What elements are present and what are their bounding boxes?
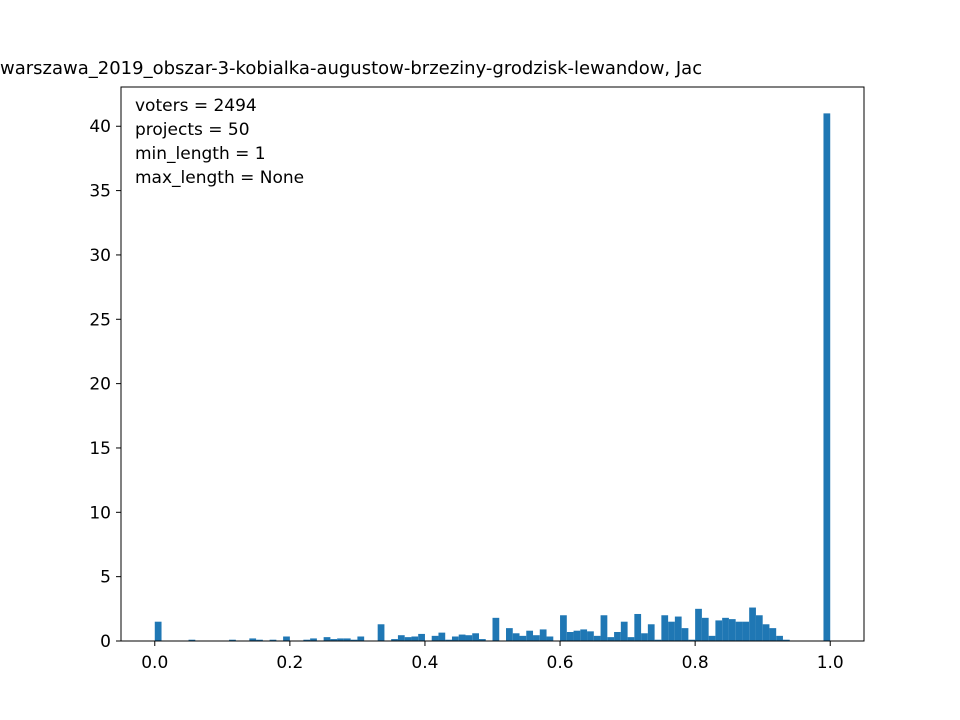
bar xyxy=(573,630,581,641)
y-tick-label: 40 xyxy=(89,117,111,137)
y-tick-label: 15 xyxy=(89,439,111,459)
y-tick-label: 35 xyxy=(89,182,111,202)
bar xyxy=(681,628,689,641)
bar xyxy=(647,624,655,641)
x-tick-label: 0.8 xyxy=(682,653,709,673)
annotation: projects = 50 xyxy=(135,120,250,140)
bar xyxy=(506,628,513,641)
bar xyxy=(546,636,554,641)
bar xyxy=(688,639,696,641)
axes-frame xyxy=(120,86,865,642)
bar xyxy=(715,620,723,641)
annotation: max_length = None xyxy=(135,168,304,188)
bar xyxy=(782,639,790,641)
bar xyxy=(283,636,290,641)
bar xyxy=(614,631,621,641)
bar xyxy=(478,639,486,641)
x-tick-label: 0.2 xyxy=(276,653,303,673)
bar xyxy=(742,621,750,641)
bar xyxy=(418,633,425,641)
bar xyxy=(708,635,716,641)
x-tick-label: 0.0 xyxy=(141,653,168,673)
bar xyxy=(377,624,385,641)
bar xyxy=(566,631,574,641)
bar xyxy=(472,633,479,641)
bar xyxy=(728,619,736,641)
bar xyxy=(769,628,777,641)
bar xyxy=(701,617,709,641)
annotation: voters = 2494 xyxy=(135,96,257,116)
bar xyxy=(512,633,520,641)
chart-title: warszawa_2019_obszar-3-kobialka-augustow… xyxy=(0,58,702,79)
bar xyxy=(600,615,608,641)
bar xyxy=(445,639,452,641)
bar xyxy=(539,629,547,641)
bar xyxy=(303,639,311,641)
bar xyxy=(526,630,534,641)
bar xyxy=(533,635,540,641)
y-tick-label: 5 xyxy=(100,568,111,588)
bar xyxy=(560,615,567,641)
x-tick-label: 1.0 xyxy=(817,653,844,673)
bar xyxy=(722,617,729,641)
bar xyxy=(749,607,756,641)
bar xyxy=(451,636,459,641)
bar xyxy=(620,621,628,641)
bar xyxy=(465,635,473,641)
bar xyxy=(607,637,615,641)
bar xyxy=(330,639,338,641)
bar xyxy=(519,635,527,641)
y-tick-label: 30 xyxy=(89,246,111,266)
bar xyxy=(627,637,635,641)
bar xyxy=(404,637,412,641)
bar xyxy=(661,615,669,641)
bar xyxy=(458,634,466,641)
bar xyxy=(438,632,446,641)
bar xyxy=(229,639,236,641)
bar xyxy=(668,621,675,641)
bar xyxy=(310,638,317,641)
y-tick-label: 0 xyxy=(100,632,111,652)
bar xyxy=(337,638,344,641)
bar xyxy=(674,616,682,641)
annotation: min_length = 1 xyxy=(135,144,266,164)
bar xyxy=(587,631,594,641)
bar xyxy=(269,639,277,641)
bar xyxy=(343,638,351,641)
x-tick-label: 0.4 xyxy=(411,653,438,673)
bar xyxy=(735,621,743,641)
bar xyxy=(593,635,601,641)
bar xyxy=(641,633,648,641)
bar xyxy=(154,621,162,641)
bar xyxy=(391,639,398,641)
y-tick-label: 20 xyxy=(89,375,111,395)
bar xyxy=(755,615,763,641)
bar xyxy=(188,639,196,641)
bar xyxy=(350,639,358,641)
bar xyxy=(256,639,263,641)
bar xyxy=(357,636,365,641)
x-tick-label: 0.6 xyxy=(547,653,574,673)
bar xyxy=(762,624,770,641)
y-tick-label: 10 xyxy=(89,503,111,523)
bar xyxy=(411,636,419,641)
bar xyxy=(634,613,642,641)
bar xyxy=(492,617,500,641)
bar xyxy=(431,635,439,641)
bar xyxy=(397,635,405,641)
bar xyxy=(823,113,831,641)
bar xyxy=(776,635,783,641)
bar xyxy=(580,629,588,641)
bar xyxy=(654,639,662,641)
bar xyxy=(695,608,702,641)
bar xyxy=(249,638,257,641)
bar xyxy=(323,637,331,641)
y-tick-label: 25 xyxy=(89,310,111,330)
